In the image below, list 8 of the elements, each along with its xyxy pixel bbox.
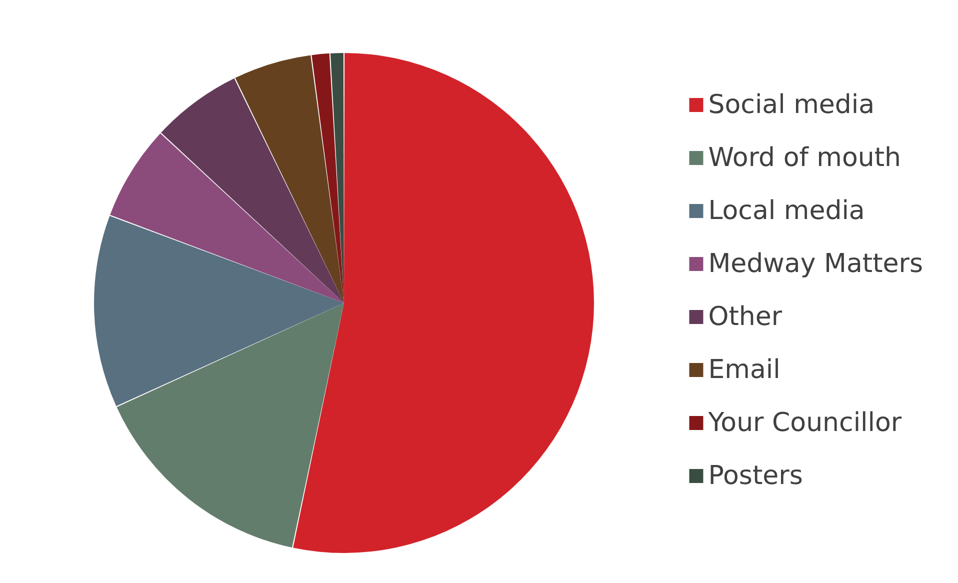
legend-label: Medway Matters (708, 249, 924, 279)
legend-label: Posters (708, 461, 803, 491)
legend-label: Local media (708, 196, 865, 226)
legend-label: Word of mouth (708, 143, 902, 173)
legend-label: Email (708, 355, 780, 385)
legend-label: Other (708, 302, 782, 332)
legend-label: Your Councillor (707, 408, 902, 438)
legend-label: Social media (708, 90, 875, 120)
